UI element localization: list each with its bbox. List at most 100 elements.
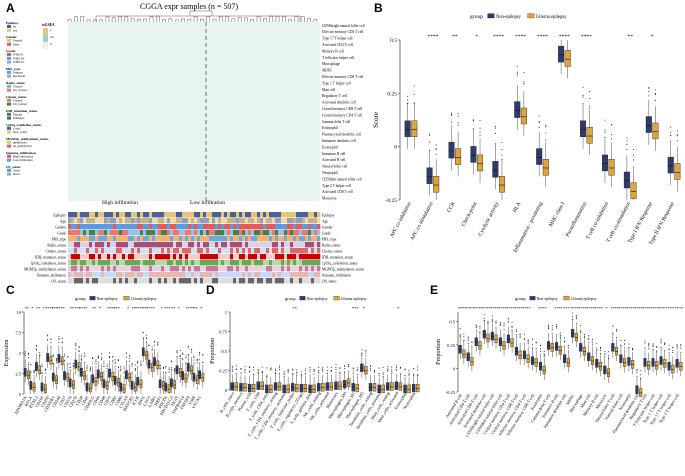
outlier-point bbox=[575, 315, 577, 317]
annotation-cell bbox=[314, 272, 318, 278]
significance-label: **** bbox=[643, 306, 651, 311]
annotation-cell bbox=[311, 224, 315, 230]
annotation-cell bbox=[74, 260, 78, 266]
annotation-label-left: Grade bbox=[57, 231, 66, 235]
outlier-point bbox=[309, 371, 311, 373]
annotation-cell bbox=[203, 278, 207, 284]
annotation-cell bbox=[302, 242, 306, 248]
legend-label: Glioma epilepsy bbox=[131, 297, 157, 301]
annotation-cell bbox=[140, 254, 144, 260]
outlier-point bbox=[257, 371, 259, 373]
annotation-cell bbox=[317, 218, 321, 224]
outlier-point bbox=[170, 367, 172, 369]
outlier-point bbox=[575, 318, 577, 320]
annotation-cell bbox=[140, 230, 144, 236]
outlier-point bbox=[640, 370, 642, 372]
legend-swatch bbox=[299, 296, 306, 301]
box-non-epilepsy bbox=[351, 383, 355, 392]
x-tick-label: CD28 bbox=[74, 395, 83, 406]
annotation-cell bbox=[230, 272, 234, 278]
annotation-cell bbox=[107, 230, 111, 236]
annotation-cell bbox=[239, 224, 243, 230]
annotation-cell bbox=[293, 260, 297, 266]
box-non-epilepsy bbox=[325, 382, 330, 391]
annotation-cell bbox=[257, 218, 261, 224]
box-glioma-epilepsy bbox=[312, 384, 316, 393]
annotation-cell bbox=[137, 248, 141, 254]
annotation-cell bbox=[317, 260, 321, 266]
annotation-cell bbox=[71, 272, 75, 278]
annotation-cell bbox=[299, 278, 303, 284]
box-non-epilepsy bbox=[579, 343, 583, 352]
outlier-point bbox=[249, 367, 251, 369]
annotation-cell bbox=[314, 266, 318, 272]
significance-label: *** bbox=[74, 306, 80, 311]
outlier-point bbox=[491, 318, 493, 320]
ssgsea-legend-title: ssGSEA bbox=[42, 23, 55, 27]
outlier-point bbox=[335, 368, 337, 370]
annotation-cell bbox=[167, 230, 171, 236]
outlier-point bbox=[274, 372, 277, 374]
outlier-point bbox=[644, 347, 646, 349]
annotation-cell bbox=[119, 248, 123, 254]
annotation-cell bbox=[95, 212, 99, 218]
annotation-cell bbox=[95, 242, 99, 248]
annotation-cell bbox=[200, 278, 204, 284]
outlier-point bbox=[170, 360, 172, 362]
outlier-point bbox=[483, 313, 485, 316]
outlier-point bbox=[527, 343, 529, 345]
annotation-cell bbox=[236, 254, 240, 260]
annotation-cell bbox=[74, 248, 78, 254]
annotation-cell bbox=[119, 230, 123, 236]
outlier-point bbox=[599, 346, 602, 349]
annotation-cell bbox=[290, 236, 294, 242]
outlier-point bbox=[588, 337, 590, 339]
outlier-point bbox=[120, 367, 122, 369]
significance-label: **** bbox=[427, 34, 438, 40]
outlier-point bbox=[134, 368, 136, 370]
annotation-label-left: OS_status bbox=[51, 279, 66, 283]
significance-label: ** bbox=[452, 34, 458, 40]
outlier-point bbox=[607, 358, 610, 360]
annotation-cell bbox=[146, 242, 150, 248]
annotation-cell bbox=[200, 272, 204, 278]
y-tick-label: 0 bbox=[19, 392, 22, 397]
outlier-point bbox=[676, 347, 678, 350]
annotation-cell bbox=[245, 272, 249, 278]
annotation-cell bbox=[197, 272, 201, 278]
outlier-point bbox=[92, 357, 94, 359]
x-tick-label: ICOS bbox=[131, 394, 141, 406]
outlier-point bbox=[501, 158, 503, 161]
box-non-epilepsy bbox=[181, 371, 185, 380]
annotation-cell bbox=[209, 278, 213, 284]
box-glioma-epilepsy bbox=[251, 383, 256, 393]
box-non-epilepsy bbox=[514, 101, 521, 118]
annotation-cell bbox=[170, 272, 174, 278]
outlier-point bbox=[467, 339, 469, 341]
annotation-cell bbox=[179, 224, 183, 230]
annotation-cell bbox=[212, 260, 216, 266]
outlier-point bbox=[539, 348, 542, 350]
annotation-cell bbox=[269, 230, 273, 236]
outlier-point bbox=[668, 352, 670, 354]
outlier-point bbox=[479, 325, 481, 327]
outlier-point bbox=[404, 375, 406, 377]
outlier-point bbox=[58, 335, 60, 338]
annotation-cell bbox=[152, 242, 156, 248]
annotation-cell bbox=[248, 254, 252, 260]
outlier-point bbox=[483, 320, 485, 322]
annotation-cell bbox=[155, 266, 159, 272]
annotation-cell bbox=[122, 212, 126, 218]
annotation-cell bbox=[116, 266, 120, 272]
annotation-cell bbox=[215, 218, 219, 224]
annotation-cell bbox=[104, 212, 108, 218]
y-axis-title: Proportion bbox=[210, 338, 216, 364]
significance-label: * bbox=[178, 306, 180, 311]
box-non-epilepsy bbox=[522, 350, 527, 360]
annotation-cell bbox=[245, 254, 249, 260]
annotation-cell bbox=[227, 212, 231, 218]
box-glioma-epilepsy bbox=[178, 367, 182, 377]
box-glioma-epilepsy bbox=[269, 384, 273, 393]
outlier-point bbox=[378, 373, 380, 375]
outlier-point bbox=[296, 374, 298, 376]
